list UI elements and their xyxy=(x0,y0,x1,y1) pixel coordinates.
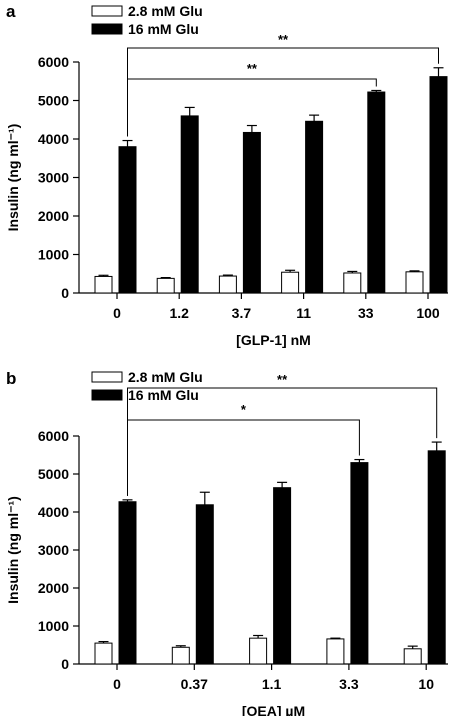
y-tick-label: 2000 xyxy=(38,208,69,224)
bar-high-glu xyxy=(118,146,137,294)
y-tick-label: 6000 xyxy=(38,54,69,70)
y-tick-label: 6000 xyxy=(38,428,69,444)
y-tick-label: 2000 xyxy=(38,580,69,596)
legend-label-1: 16 mM Glu xyxy=(128,387,199,403)
bar-high-glu xyxy=(273,487,292,665)
x-tick-label: 11 xyxy=(296,305,311,321)
x-axis-label: [OEA] µM xyxy=(242,703,305,716)
bar-low-glu xyxy=(343,272,362,294)
y-tick-label: 1000 xyxy=(38,618,69,634)
y-tick-label: 0 xyxy=(61,656,69,672)
y-tick-label: 3000 xyxy=(38,170,69,186)
y-tick-label: 4000 xyxy=(38,131,69,147)
y-axis-label: Insulin (ng ml⁻¹) xyxy=(5,124,21,232)
y-tick-label: 0 xyxy=(61,285,69,301)
bar-high-glu xyxy=(242,131,261,294)
significance-label: * xyxy=(241,402,247,417)
significance-bracket xyxy=(127,47,439,137)
bar-high-glu xyxy=(195,504,214,665)
x-tick-label: 0 xyxy=(113,305,121,321)
x-tick-label: 3.3 xyxy=(339,676,359,692)
bar-low-glu xyxy=(94,275,113,294)
x-axis-label: [GLP-1] nM xyxy=(236,332,311,348)
bar-high-glu xyxy=(350,462,369,665)
significance-bracket xyxy=(127,419,360,496)
legend-swatch-1 xyxy=(91,389,123,401)
x-tick-label: 100 xyxy=(416,305,440,321)
x-tick-label: 1.1 xyxy=(262,676,282,692)
x-tick-label: 10 xyxy=(418,676,434,692)
bar-low-glu xyxy=(403,648,422,665)
bar-low-glu xyxy=(281,271,300,294)
y-tick-label: 5000 xyxy=(38,93,69,109)
y-tick-label: 3000 xyxy=(38,542,69,558)
bar-low-glu xyxy=(156,277,175,294)
bar-high-glu xyxy=(429,76,448,294)
y-tick-label: 5000 xyxy=(38,466,69,482)
bar-low-glu xyxy=(171,646,190,665)
bar-low-glu xyxy=(249,637,268,665)
legend-label-0: 2.8 mM Glu xyxy=(128,369,203,385)
y-tick-label: 1000 xyxy=(38,247,69,263)
bar-low-glu xyxy=(218,275,237,294)
bar-low-glu xyxy=(405,271,424,294)
bar-low-glu xyxy=(326,638,345,665)
chart-panel-b: b 2.8 mM Glu 16 mM Glu 0 1000 2000 3000 4000 500… xyxy=(5,369,448,716)
significance-bracket xyxy=(127,387,438,496)
legend-swatch-1 xyxy=(91,23,123,35)
bar-high-glu xyxy=(118,501,137,665)
significance-label: ** xyxy=(277,372,288,387)
bar-low-glu xyxy=(94,642,113,665)
y-tick-label: 4000 xyxy=(38,504,69,520)
bar-high-glu xyxy=(427,450,446,665)
bar-high-glu xyxy=(180,115,199,294)
legend-label-0: 2.8 mM Glu xyxy=(128,3,203,19)
bar-high-glu xyxy=(367,91,386,294)
legend-swatch-0 xyxy=(91,371,123,383)
bar-high-glu xyxy=(305,120,324,294)
x-tick-label: 1.2 xyxy=(169,305,189,321)
x-tick-label: 3.7 xyxy=(232,305,252,321)
x-tick-label: 0 xyxy=(113,676,121,692)
significance-label: ** xyxy=(247,61,258,76)
panel-label: b xyxy=(6,369,16,388)
y-axis-label: Insulin (ng ml⁻¹) xyxy=(5,496,21,604)
x-tick-label: 0.37 xyxy=(181,676,208,692)
legend-swatch-0 xyxy=(91,5,123,17)
legend-label-1: 16 mM Glu xyxy=(128,21,199,37)
significance-label: ** xyxy=(278,32,289,47)
panel-label: a xyxy=(6,2,16,21)
x-tick-label: 33 xyxy=(358,305,374,321)
